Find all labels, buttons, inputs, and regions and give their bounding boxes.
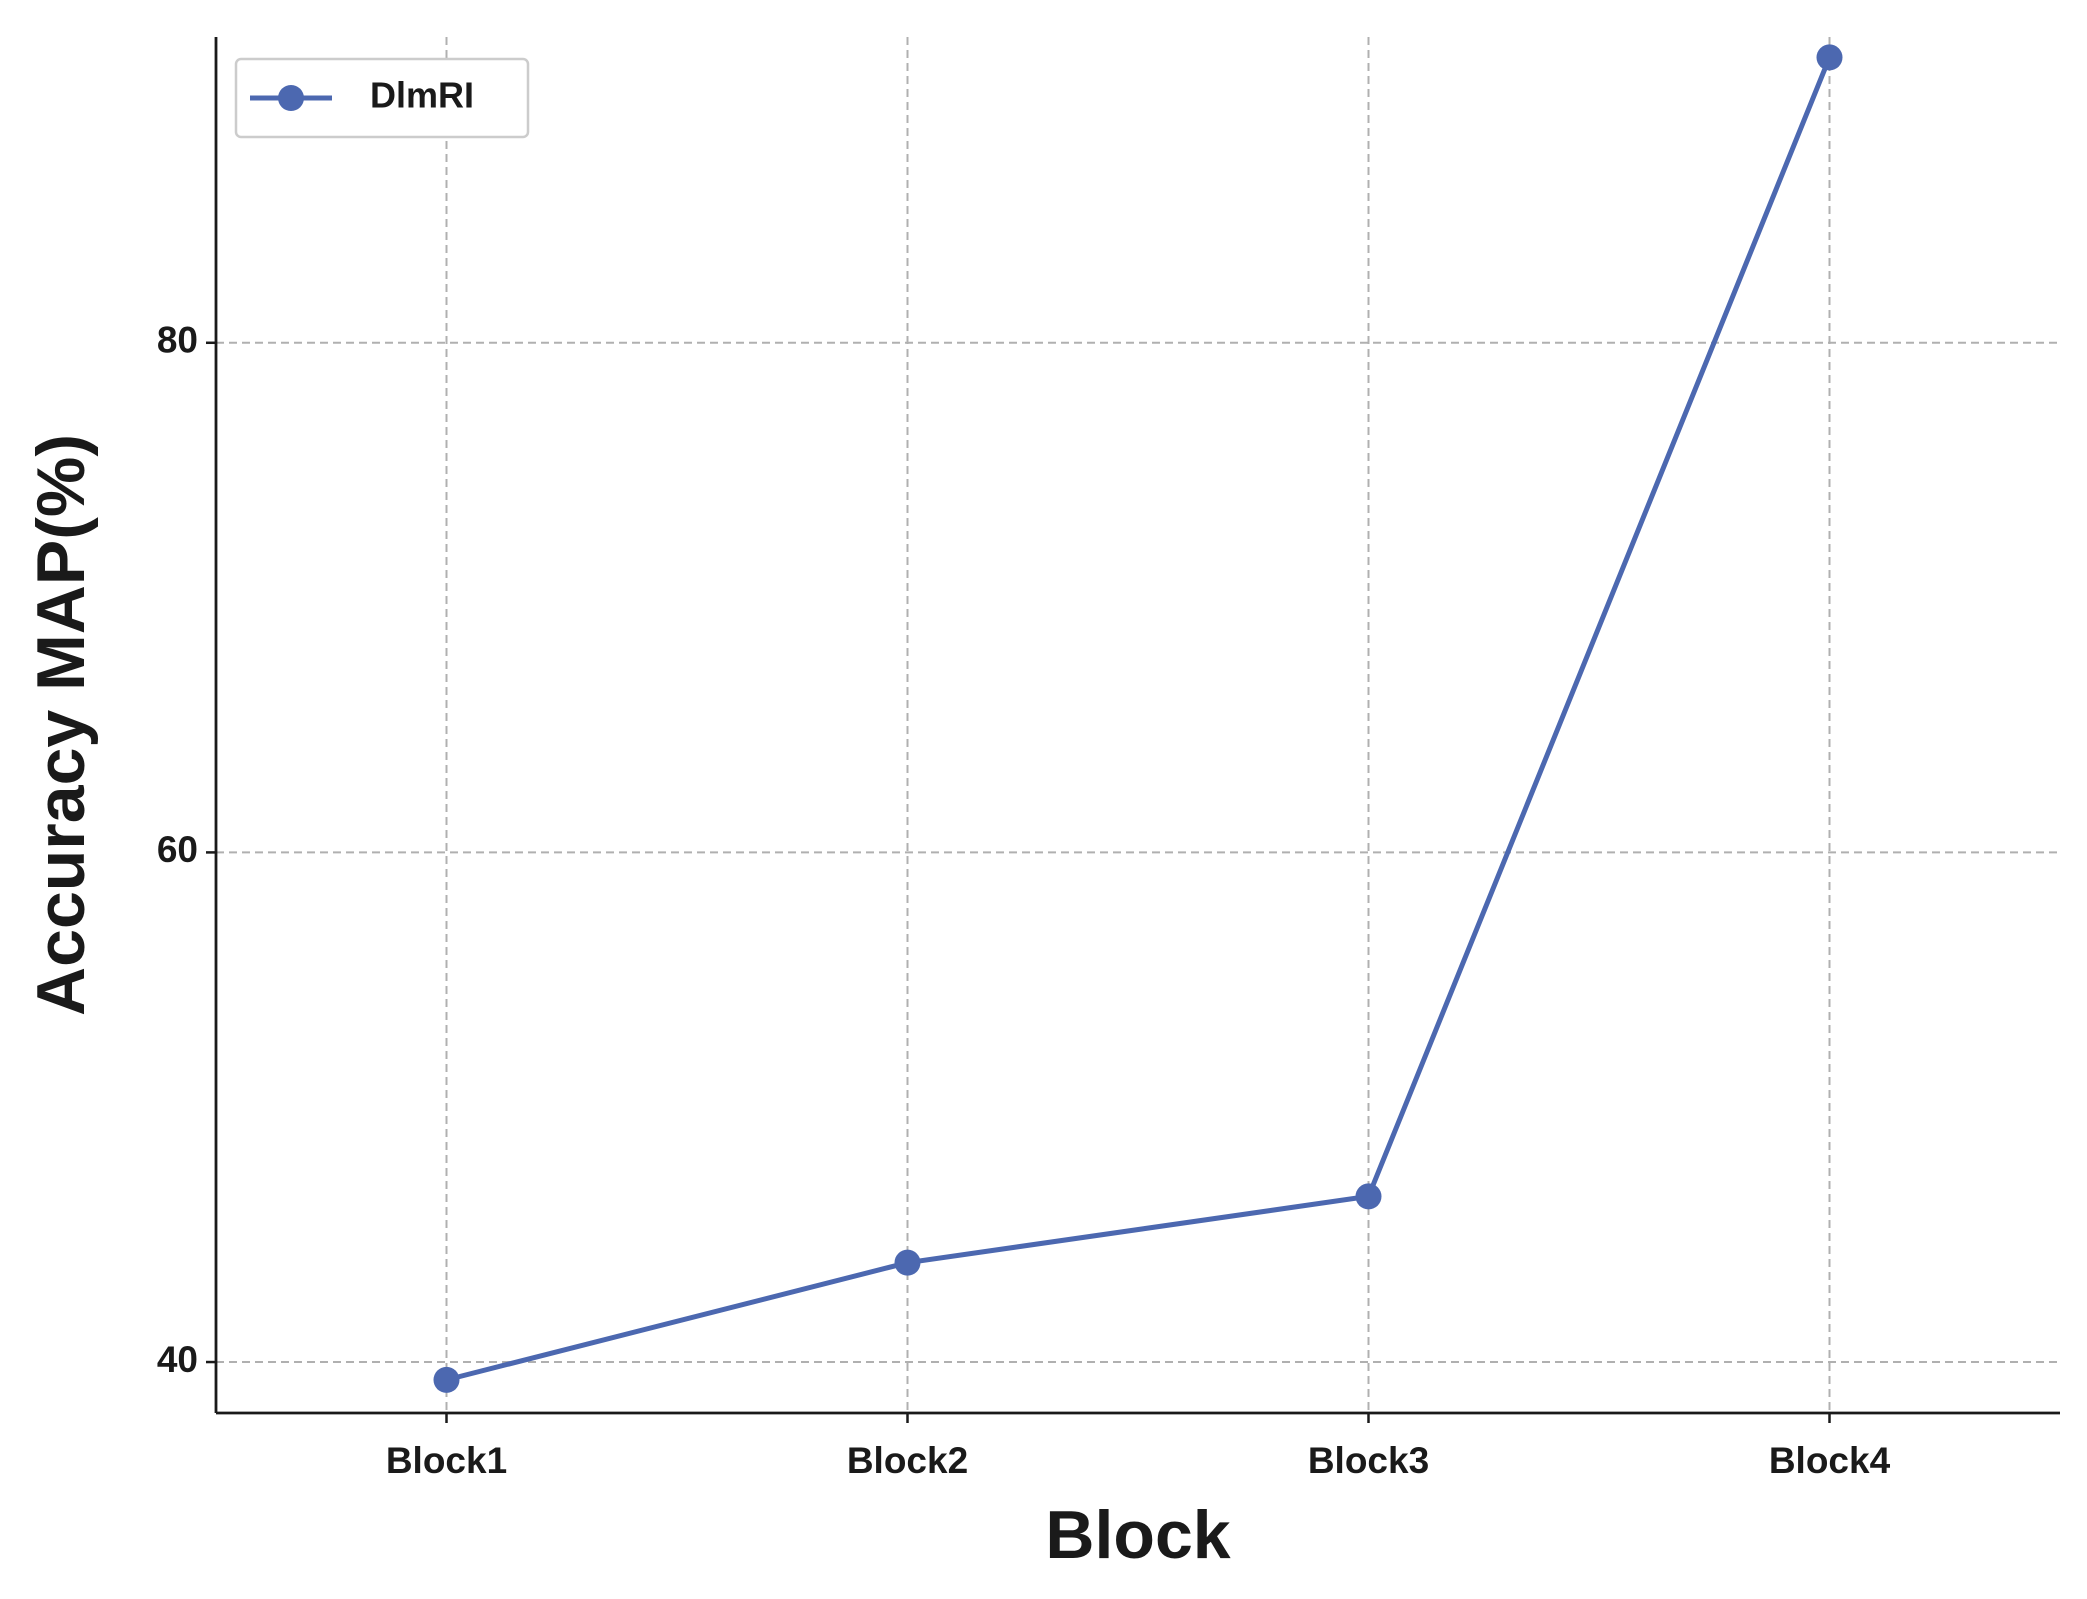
- data-point: [1816, 44, 1843, 71]
- data-line: [445, 56, 1832, 1383]
- y-tick-label: 40: [157, 1339, 198, 1380]
- data-point: [1355, 1183, 1382, 1210]
- x-tick-label: Block2: [847, 1440, 968, 1481]
- data-point: [894, 1249, 921, 1276]
- y-axis-label: Accuracy MAP(%): [23, 434, 99, 1016]
- x-tick-label: Block3: [1308, 1440, 1429, 1481]
- x-tick-label: Block4: [1769, 1440, 1891, 1481]
- legend-box: [234, 57, 530, 139]
- x-axis-label: Block: [1045, 1497, 1230, 1573]
- y-tick-label: 60: [157, 829, 198, 870]
- data-point: [433, 1366, 460, 1393]
- legend-label: DlmRI: [370, 75, 474, 116]
- x-tick-label: Block1: [386, 1440, 507, 1481]
- legend-marker: [278, 85, 304, 111]
- y-tick-label: 80: [157, 320, 198, 361]
